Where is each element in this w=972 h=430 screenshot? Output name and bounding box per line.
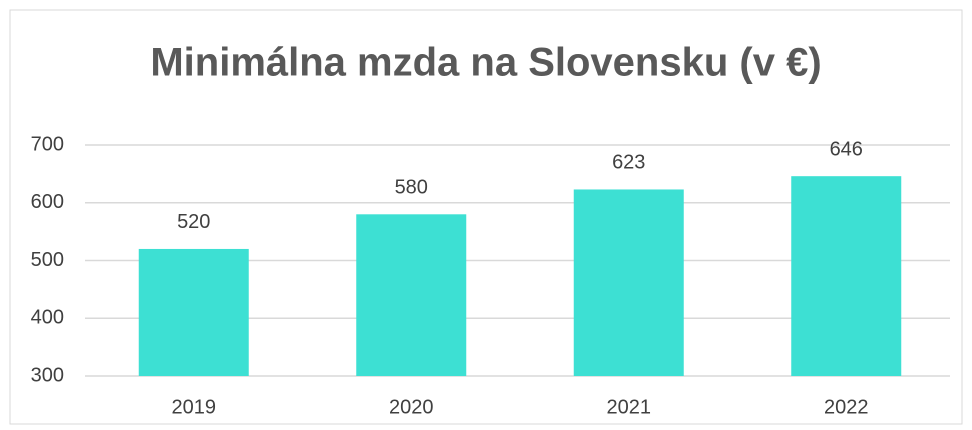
data-label: 623 — [612, 152, 645, 174]
chart-title: Minimálna mzda na Slovensku (v €) — [150, 41, 821, 85]
bar — [356, 214, 467, 376]
x-tick-label: 2020 — [389, 396, 434, 418]
y-tick-label: 600 — [31, 191, 64, 213]
data-label: 580 — [395, 177, 428, 199]
data-label: 646 — [830, 138, 863, 160]
bar — [138, 248, 249, 376]
y-tick-label: 300 — [31, 364, 64, 386]
bar — [791, 176, 902, 376]
x-tick-label: 2021 — [607, 396, 652, 418]
x-tick-label: 2022 — [824, 396, 869, 418]
bar — [573, 189, 684, 376]
y-tick-label: 500 — [31, 249, 64, 271]
y-tick-label: 400 — [31, 307, 64, 329]
y-tick-label: 700 — [31, 133, 64, 155]
x-tick-label: 2019 — [172, 396, 217, 418]
data-label: 520 — [177, 211, 210, 233]
